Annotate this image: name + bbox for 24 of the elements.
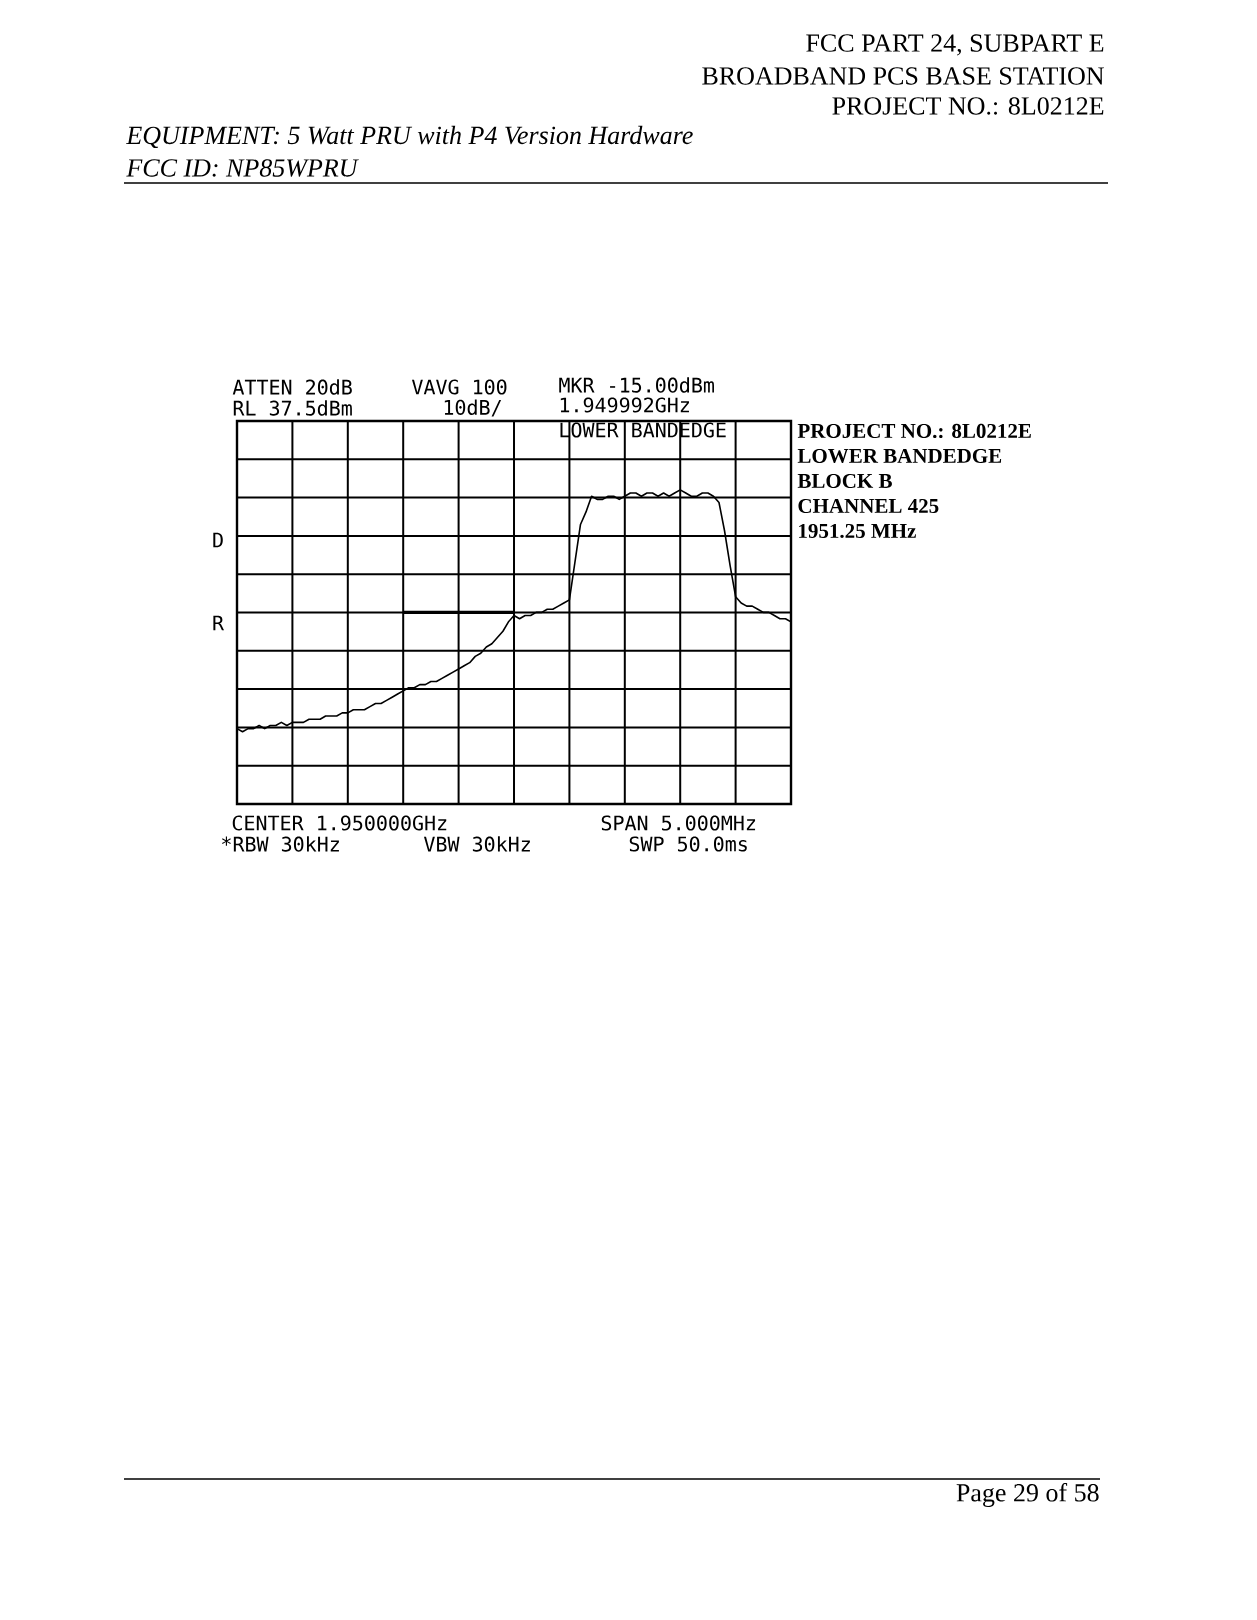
text: ATTEN 20dB	[232, 379, 352, 395]
text: PROJECT NO.: 8L0212E	[832, 97, 1104, 115]
text: 10dB/	[444, 399, 502, 417]
text: SWP 50.0ms	[629, 836, 747, 852]
text: VAVG 100	[411, 379, 507, 395]
text: MKR -15.00dBm	[559, 377, 714, 393]
text: PROJECT NO.: 8L0212E	[797, 423, 1031, 439]
text: VBW 30kHz	[423, 836, 530, 852]
text: CENTER 1.950000GHz	[232, 815, 447, 831]
text: D	[213, 532, 223, 548]
text: R	[213, 615, 225, 631]
text: 1.949992GHz	[560, 397, 689, 413]
text: BROADBAND PCS BASE STATION	[702, 67, 1105, 85]
text: Page 29 of 58	[956, 1483, 1099, 1507]
text: EQUIPMENT: 5 Watt PRU with P4 Version Hardware	[126, 125, 693, 149]
text: LOWER BANDEDGE	[797, 448, 1002, 464]
text: BLOCK B	[797, 473, 892, 489]
text: CHANNEL 425	[798, 498, 939, 514]
text: *RBW 30kHz	[222, 836, 339, 852]
text: RL 37.5dBm	[233, 400, 352, 416]
text: 1951.25 MHz	[799, 523, 916, 539]
text: FCC ID: NP85WPRU	[126, 159, 359, 177]
text: SPAN 5.000MHz	[601, 815, 756, 831]
text: FCC PART 24, SUBPART E	[806, 34, 1104, 56]
